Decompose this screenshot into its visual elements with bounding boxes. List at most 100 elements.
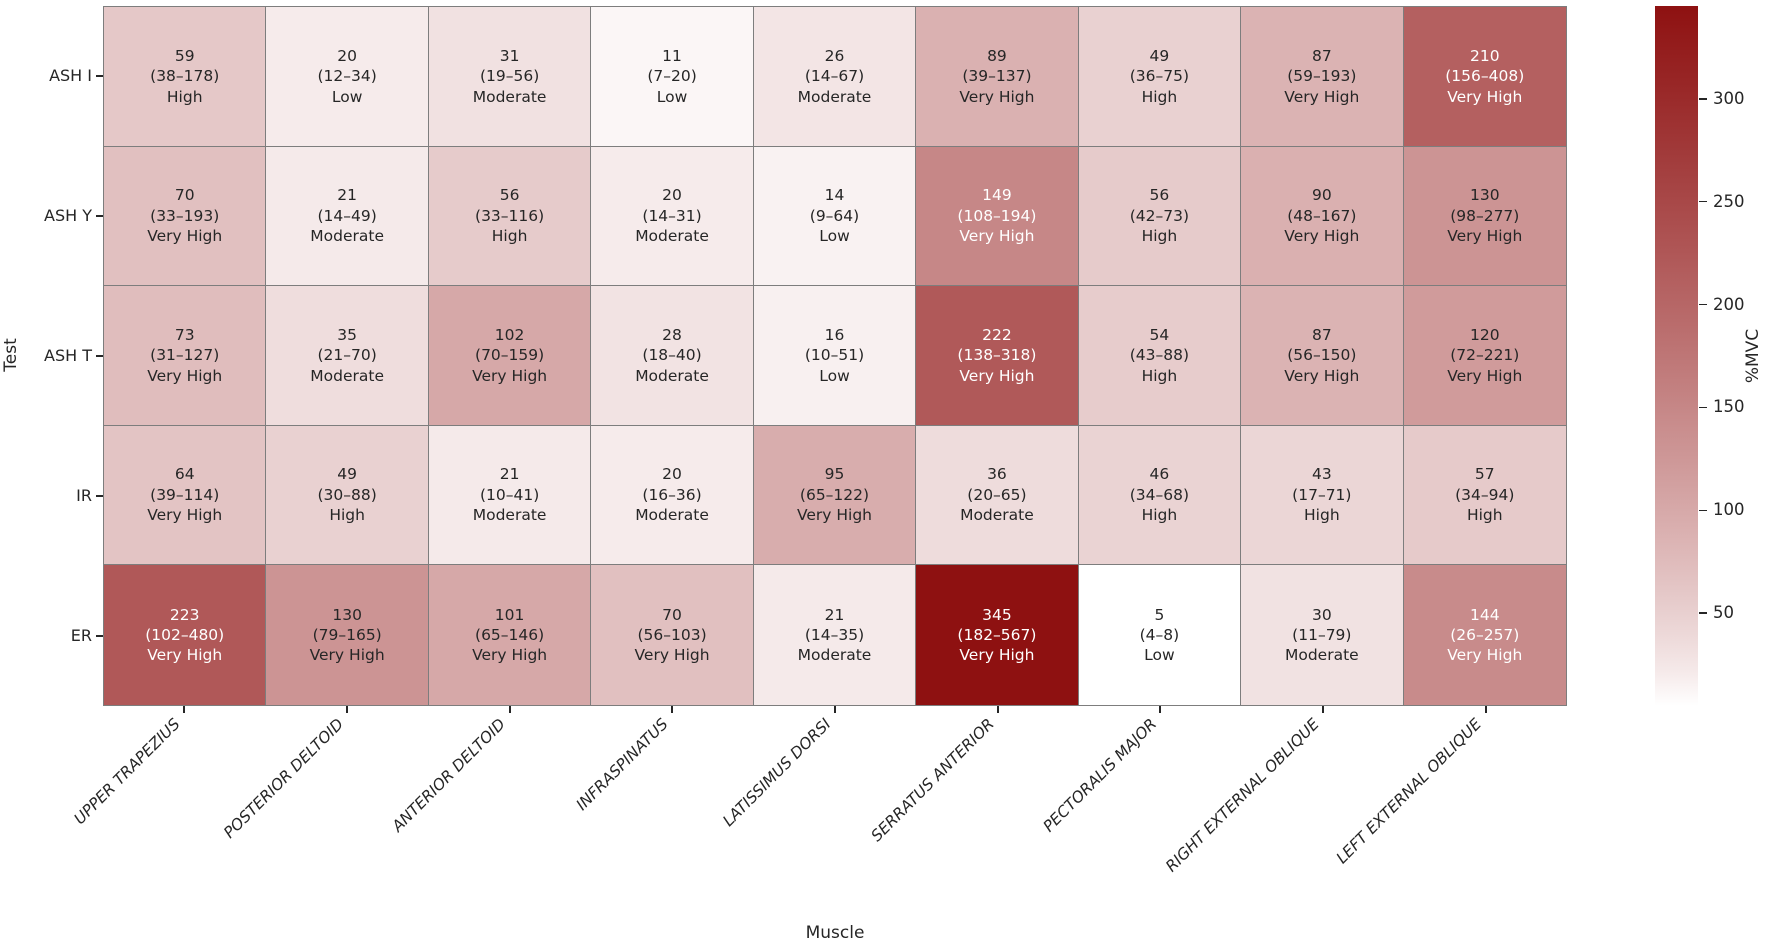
y-tick-mark	[96, 355, 103, 357]
cell-range: (182–567)	[957, 625, 1037, 644]
cell-range: (10–41)	[479, 485, 540, 504]
y-tick-mark	[96, 635, 103, 637]
cell-level: High	[329, 506, 365, 525]
cell-value: 14	[824, 186, 845, 205]
cell-value: 210	[1469, 46, 1500, 65]
cell-value: 21	[824, 605, 845, 624]
cell-value: 20	[337, 46, 358, 65]
x-tick-mark	[508, 706, 511, 713]
cell-level: Low	[1144, 646, 1175, 665]
cell-level: High	[1304, 506, 1340, 525]
cell-range: (65–122)	[799, 485, 870, 504]
colorbar-tick-mark	[1699, 97, 1707, 100]
cell-range: (70–159)	[475, 346, 545, 365]
heatmap-cell: 89 (39–137) Very High	[916, 7, 1079, 147]
cell-value: 95	[824, 465, 845, 484]
heatmap-cell: 20 (12–34) Low	[266, 7, 429, 147]
cell-range: (14–67)	[804, 67, 865, 86]
cell-level: Moderate	[635, 506, 709, 525]
heatmap-cell: 73 (31–127) Very High	[104, 286, 267, 426]
heatmap-cell: 64 (39–114) Very High	[104, 425, 267, 566]
cell-value: 101	[494, 605, 525, 624]
cell-level: Very High	[1284, 366, 1360, 385]
heatmap-cell: 35 (21–70) Moderate	[266, 286, 429, 426]
cell-value: 89	[987, 46, 1007, 65]
cell-level: Very High	[1447, 87, 1523, 106]
heatmap-cell: 20 (16–36) Moderate	[591, 425, 754, 566]
heatmap-cell: 56 (33–116) High	[428, 146, 592, 287]
cell-level: High	[1466, 506, 1503, 525]
colorbar-tick-label: 150	[1713, 397, 1745, 417]
cell-level: Very High	[959, 646, 1035, 665]
heatmap-cell: 54 (43–88) High	[1078, 286, 1242, 426]
cell-value: 56	[1149, 186, 1170, 205]
cell-range: (108–194)	[957, 206, 1037, 225]
heatmap-cell: 130 (98–277) Very High	[1403, 146, 1566, 287]
y-tick-mark	[96, 495, 103, 497]
heatmap-cell: 26 (14–67) Moderate	[753, 7, 917, 147]
cell-value: 57	[1474, 465, 1495, 484]
cell-value: 87	[1311, 325, 1332, 344]
cell-range: (17–71)	[1292, 485, 1352, 504]
heatmap-cell: 11 (7–20) Low	[591, 7, 754, 147]
colorbar-tick-label: 200	[1713, 294, 1745, 314]
cell-value: 49	[337, 465, 358, 484]
heatmap-cell: 345 (182–567) Very High	[916, 565, 1079, 705]
cell-range: (14–35)	[804, 625, 865, 644]
heatmap-cell: 57 (34–94) High	[1403, 425, 1566, 566]
cell-range: (39–114)	[150, 485, 220, 504]
heatmap-cell: 87 (56–150) Very High	[1241, 286, 1404, 426]
y-tick-label: ER	[70, 626, 92, 645]
colorbar-tick-mark	[1699, 509, 1707, 512]
cell-range: (7–20)	[647, 67, 697, 86]
x-tick-mark	[1322, 706, 1324, 713]
cell-value: 46	[1149, 465, 1170, 484]
colorbar-tick-mark	[1699, 612, 1707, 615]
x-tick-mark	[346, 706, 348, 713]
cell-level: Very High	[472, 366, 548, 385]
cell-range: (30–88)	[317, 485, 377, 504]
cell-range: (14–49)	[317, 206, 377, 225]
heatmap-cell: 120 (72–221) Very High	[1403, 286, 1566, 426]
heatmap-cell: 95 (65–122) Very High	[753, 425, 917, 566]
y-tick-label: ASH T	[44, 346, 92, 365]
cell-range: (33–116)	[475, 206, 545, 225]
heatmap-cell: 59 (38–178) High	[104, 7, 267, 147]
x-tick-mark	[671, 706, 674, 713]
cell-value: 20	[662, 186, 682, 205]
heatmap-cell: 21 (14–49) Moderate	[266, 146, 429, 287]
cell-value: 35	[337, 325, 358, 344]
cell-value: 73	[174, 325, 195, 344]
heatmap-cell: 49 (30–88) High	[266, 425, 429, 566]
cell-range: (43–88)	[1129, 346, 1190, 365]
heatmap-cell: 144 (26–257) Very High	[1403, 565, 1566, 705]
cell-range: (59–193)	[1287, 67, 1357, 86]
cell-level: Very High	[1447, 366, 1523, 385]
cell-value: 21	[337, 186, 358, 205]
colorbar-tick-mark	[1699, 406, 1707, 409]
cell-value: 11	[662, 46, 682, 65]
cell-level: Very High	[796, 506, 873, 525]
cell-range: (36–75)	[1129, 67, 1190, 86]
cell-level: Very High	[1284, 227, 1360, 246]
cell-value: 222	[982, 325, 1012, 344]
y-tick-mark	[96, 75, 103, 77]
cell-value: 49	[1149, 46, 1170, 65]
heatmap-cell: 149 (108–194) Very High	[916, 146, 1079, 287]
y-tick-label: ASH I	[49, 66, 92, 85]
cell-level: Very High	[634, 646, 710, 665]
heatmap-cell: 222 (138–318) Very High	[916, 286, 1079, 426]
heatmap-cell: 21 (14–35) Moderate	[753, 565, 917, 705]
colorbar-tick-label: 250	[1713, 191, 1745, 211]
cell-range: (48–167)	[1287, 206, 1357, 225]
heatmap-cell: 20 (14–31) Moderate	[591, 146, 754, 287]
cell-value: 64	[174, 465, 195, 484]
cell-level: High	[1141, 227, 1178, 246]
cell-level: Low	[656, 87, 688, 106]
cell-range: (34–68)	[1129, 485, 1190, 504]
cell-level: Very High	[309, 646, 385, 665]
cell-range: (42–73)	[1129, 206, 1190, 225]
colorbar-tick-mark	[1699, 303, 1707, 306]
cell-range: (9–64)	[809, 206, 860, 225]
colorbar-tick-label: 100	[1713, 500, 1745, 520]
